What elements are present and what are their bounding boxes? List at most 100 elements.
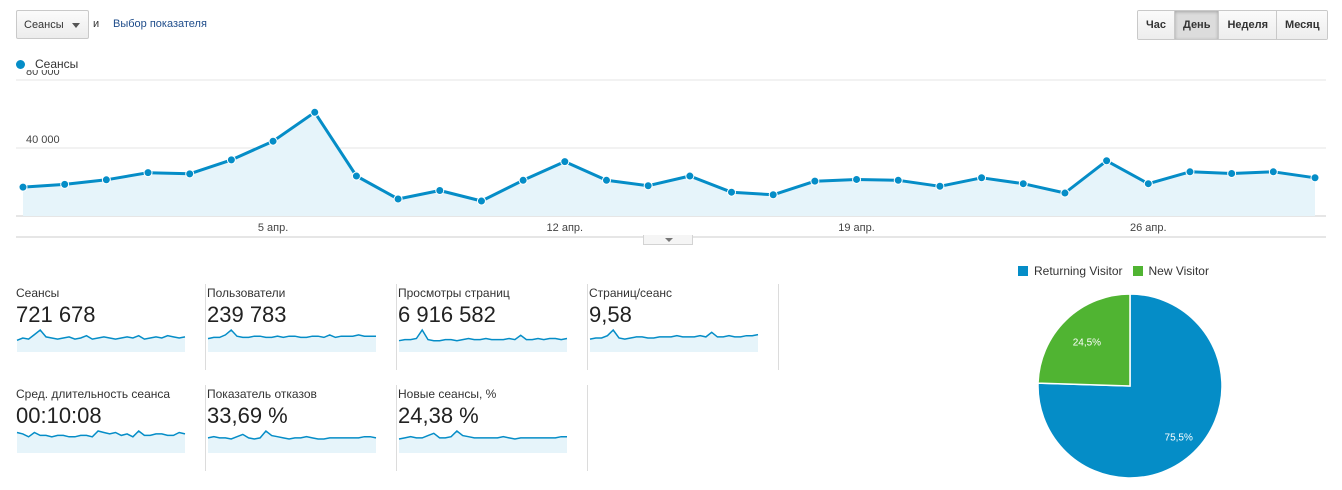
data-point [1018, 179, 1028, 189]
data-point [893, 175, 903, 185]
scorecard[interactable]: Новые сеансы, % 24,38 % [398, 385, 588, 475]
sparkline-area [208, 330, 376, 352]
scorecard[interactable]: Пользователи 239 783 [207, 284, 397, 374]
period-selector: Час День Неделя Месяц [1137, 10, 1329, 40]
scorecard-label: Сред. длительность сеанса [16, 387, 171, 401]
data-point [1185, 167, 1195, 177]
y-tick-label: 40 000 [26, 134, 60, 146]
sparkline [589, 328, 759, 352]
data-point [18, 182, 28, 192]
data-point [60, 179, 70, 189]
scorecard-value: 9,58 [589, 302, 632, 327]
data-point [393, 194, 403, 204]
series-area [23, 112, 1315, 216]
metric-select-label: Сеансы [24, 19, 64, 31]
data-point [1227, 169, 1237, 178]
legend-swatch [1018, 266, 1028, 276]
period-month-button[interactable]: Месяц [1276, 11, 1328, 39]
chevron-down-icon [665, 238, 673, 242]
scorecard-label: Показатель отказов [207, 387, 317, 401]
data-point [560, 157, 570, 167]
y-tick-label: 80 000 [26, 70, 60, 78]
data-point [310, 107, 320, 117]
data-point [852, 174, 862, 184]
data-point [518, 175, 528, 185]
scorecard-value: 33,69 % [207, 403, 288, 428]
scorecard-value: 721 678 [16, 302, 96, 327]
scorecard[interactable]: Страниц/сеанс 9,58 [589, 284, 779, 374]
sparkline-area [17, 330, 185, 352]
legend-label: Сеансы [35, 57, 79, 71]
data-point [143, 168, 153, 178]
sparkline-area [590, 330, 758, 352]
data-point [435, 186, 445, 195]
data-point [768, 190, 778, 200]
data-point [810, 176, 820, 186]
period-day-button[interactable]: День [1173, 11, 1219, 39]
scorecard[interactable]: Сеансы 721 678 [16, 284, 206, 374]
x-tick-label: 12 апр. [547, 222, 584, 234]
metric-select[interactable]: Сеансы [16, 10, 89, 39]
scorecard-label: Просмотры страниц [398, 286, 510, 300]
pie-legend: Returning Visitor New Visitor [1018, 264, 1219, 278]
and-text: и [93, 18, 100, 30]
scorecard-divider [205, 284, 206, 370]
data-point [226, 155, 236, 165]
chart-legend: Сеансы [16, 57, 78, 71]
data-point [977, 173, 987, 183]
data-point [935, 181, 945, 191]
choose-metric-link[interactable]: Выбор показателя [113, 18, 207, 30]
legend-item-returning: Returning Visitor [1018, 264, 1123, 278]
sparkline-area [208, 431, 376, 453]
scorecard-divider [587, 284, 588, 370]
sparkline [398, 328, 568, 352]
pie-slice-new [1037, 293, 1131, 387]
period-week-button[interactable]: Неделя [1218, 11, 1277, 39]
period-hour-button[interactable]: Час [1138, 11, 1174, 39]
collapse-chart-button[interactable] [643, 235, 693, 245]
scorecard[interactable]: Сред. длительность сеанса 00:10:08 [16, 385, 206, 475]
data-point [643, 181, 653, 191]
sparkline-line [207, 429, 377, 440]
scorecard-label: Новые сеансы, % [398, 387, 497, 401]
data-point [185, 169, 195, 179]
scorecard-value: 00:10:08 [16, 403, 102, 428]
data-point [1310, 173, 1320, 183]
sparkline-area [17, 431, 185, 453]
sparkline-line [398, 430, 567, 440]
series-dot-icon [16, 59, 25, 69]
data-point [101, 175, 111, 185]
scorecard-value: 239 783 [207, 302, 287, 327]
sparkline [207, 429, 377, 453]
scorecard-label: Страниц/сеанс [589, 286, 673, 300]
scorecard-value: 24,38 % [398, 403, 479, 428]
scorecard-divider [396, 284, 397, 370]
data-point [1102, 156, 1112, 166]
sparkline-line [589, 328, 759, 340]
data-point [1268, 167, 1278, 177]
x-tick-label: 26 апр. [1130, 222, 1167, 234]
legend-label-new: New Visitor [1148, 264, 1209, 278]
scorecard[interactable]: Просмотры страниц 6 916 582 [398, 284, 588, 374]
series-line [22, 110, 1316, 203]
x-tick-label: 19 апр. [838, 222, 875, 234]
data-point [601, 175, 611, 185]
x-tick-label: 5 апр. [258, 222, 288, 234]
sparkline-area [399, 330, 567, 352]
sparkline [398, 430, 567, 453]
scorecard-divider [205, 385, 206, 471]
legend-label-returning: Returning Visitor [1034, 264, 1123, 278]
sparkline-line [398, 328, 568, 342]
sparkline-line [16, 328, 186, 341]
data-point [685, 171, 695, 181]
sparkline [207, 328, 376, 352]
data-point [476, 196, 486, 206]
data-point [727, 187, 737, 197]
chevron-down-icon [72, 23, 80, 28]
legend-item-new: New Visitor [1132, 264, 1209, 278]
pie-label-new: 24,5% [1073, 338, 1101, 349]
scorecard[interactable]: Показатель отказов 33,69 % [207, 385, 397, 475]
data-point [268, 136, 278, 146]
data-point [1060, 188, 1070, 198]
legend-swatch [1132, 266, 1143, 276]
